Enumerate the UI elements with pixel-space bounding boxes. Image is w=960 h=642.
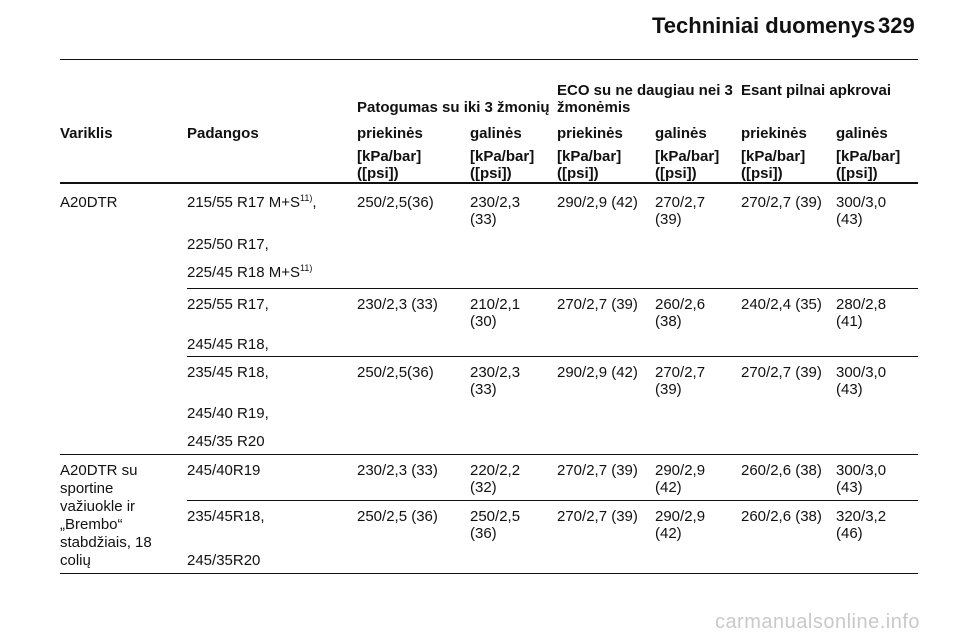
unit-label: [kPa/bar] ([psi]) xyxy=(557,148,622,182)
pressure-value: 270/2,7 (39) xyxy=(557,508,638,525)
group-header-comfort: Patogumas su iki 3 žmonių xyxy=(357,99,550,116)
pressure-value: 230/2,3 (33) xyxy=(470,194,521,228)
tyre-size: 235/45 R18, xyxy=(187,364,269,381)
pressure-value: 270/2,7 (39) xyxy=(655,194,706,228)
pressure-value: 290/2,9 (42) xyxy=(655,508,706,542)
row-divider xyxy=(187,288,918,289)
watermark: carmanualsonline.info xyxy=(714,611,920,633)
pressure-value: 290/2,9 (42) xyxy=(557,194,638,211)
pressure-value: 280/2,8 (41) xyxy=(836,296,887,330)
pressure-value: 250/2,5(36) xyxy=(357,194,434,211)
tyre-size: 245/40R19 xyxy=(187,462,261,479)
page-title: Techniniai duomenys xyxy=(652,13,876,38)
col-header-front-1: priekinės xyxy=(357,125,423,142)
header-rule xyxy=(60,59,918,60)
table-bottom-rule xyxy=(60,573,918,574)
unit-label: [kPa/bar] ([psi]) xyxy=(741,148,806,182)
pressure-value: 290/2,9 (42) xyxy=(557,364,638,381)
pressure-value: 300/3,0 (43) xyxy=(836,364,887,398)
tyre-size: 215/55 R17 M+S11), xyxy=(187,193,317,212)
row-divider xyxy=(187,356,918,357)
unit-label: [kPa/bar] ([psi]) xyxy=(655,148,720,182)
pressure-value: 240/2,4 (35) xyxy=(741,296,822,313)
footnote-ref: 11) xyxy=(300,263,313,273)
pressure-value: 270/2,7 (39) xyxy=(557,296,638,313)
pressure-value: 250/2,5(36) xyxy=(357,364,434,381)
pressure-value: 210/2,1 (30) xyxy=(470,296,521,330)
tyre-size: 245/35 R20 xyxy=(187,433,265,450)
tyre-size: 245/45 R18, xyxy=(187,336,269,353)
pressure-value: 270/2,7 (39) xyxy=(741,364,822,381)
engine-cell: A20DTR su sportine važiuokle ir „Brembo“… xyxy=(60,462,152,569)
col-header-front-3: priekinės xyxy=(741,125,807,142)
tyre-size: 225/55 R17, xyxy=(187,296,269,313)
pressure-value: 300/3,0 (43) xyxy=(836,462,887,496)
pressure-value: 270/2,7 (39) xyxy=(655,364,706,398)
pressure-value: 300/3,0 (43) xyxy=(836,194,887,228)
col-header-rear-1: galinės xyxy=(470,125,522,142)
pressure-value: 220/2,2 (32) xyxy=(470,462,521,496)
tyre-size: 225/50 R17, xyxy=(187,236,269,253)
group-header-full-load: Esant pilnai apkrovai xyxy=(741,82,892,99)
col-header-front-2: priekinės xyxy=(557,125,623,142)
tyre-size: 245/35R20 xyxy=(187,552,261,569)
group-divider xyxy=(60,454,918,455)
pressure-value: 320/3,2 (46) xyxy=(836,508,887,542)
engine-cell: A20DTR xyxy=(60,194,118,211)
row-divider xyxy=(187,500,918,501)
pressure-value: 230/2,3 (33) xyxy=(470,364,521,398)
col-header-rear-2: galinės xyxy=(655,125,707,142)
group-header-eco: ECO su ne daugiau nei 3 žmonėmis xyxy=(557,82,733,116)
col-header-tyres: Padangos xyxy=(187,125,259,142)
pressure-value: 250/2,5 (36) xyxy=(470,508,521,542)
tyre-size: 225/45 R18 M+S11) xyxy=(187,263,313,282)
footnote-ref: 11) xyxy=(300,193,313,203)
col-header-rear-3: galinės xyxy=(836,125,888,142)
tyre-size: 235/45R18, xyxy=(187,508,265,525)
unit-label: [kPa/bar] ([psi]) xyxy=(357,148,422,182)
page-number: 329 xyxy=(878,13,915,38)
pressure-value: 260/2,6 (38) xyxy=(655,296,706,330)
pressure-value: 230/2,3 (33) xyxy=(357,462,438,479)
pressure-value: 260/2,6 (38) xyxy=(741,462,822,479)
pressure-value: 290/2,9 (42) xyxy=(655,462,706,496)
pressure-value: 270/2,7 (39) xyxy=(557,462,638,479)
unit-label: [kPa/bar] ([psi]) xyxy=(470,148,535,182)
unit-label: [kPa/bar] ([psi]) xyxy=(836,148,901,182)
pressure-value: 270/2,7 (39) xyxy=(741,194,822,211)
col-header-engine: Variklis xyxy=(60,125,113,142)
tyre-size: 245/40 R19, xyxy=(187,405,269,422)
table-header-rule xyxy=(60,182,918,184)
pressure-value: 260/2,6 (38) xyxy=(741,508,822,525)
pressure-value: 230/2,3 (33) xyxy=(357,296,438,313)
pressure-value: 250/2,5 (36) xyxy=(357,508,438,525)
